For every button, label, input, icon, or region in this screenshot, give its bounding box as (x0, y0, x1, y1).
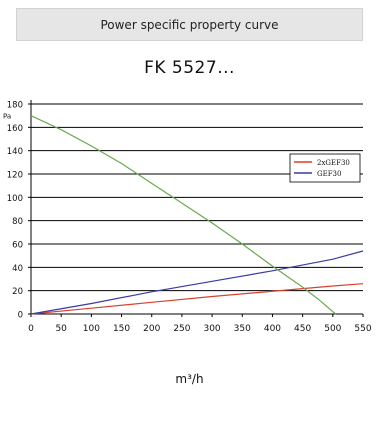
x-axis-label-text: m³/h (175, 372, 204, 386)
series-line-2xgef30 (30, 283, 364, 315)
y-tick-label: 0 (18, 311, 23, 321)
x-tick-label: 400 (264, 324, 281, 334)
y-tick-label: 80 (12, 217, 23, 227)
x-tick-label: 250 (173, 324, 190, 334)
x-tick-label: 0 (28, 324, 34, 334)
y-tick-label: 140 (7, 147, 23, 157)
legend-label: GEF30 (317, 170, 341, 178)
y-tick-label: 20 (12, 287, 23, 297)
series-line-gef30 (30, 250, 364, 315)
y-tick-label: 60 (12, 241, 23, 251)
header-bar: Power specific property curve (16, 8, 363, 41)
y-tick-label: 100 (7, 194, 23, 204)
x-tick-label: 100 (83, 324, 100, 334)
y-tick-label: 120 (7, 171, 23, 181)
x-tick-label: 500 (324, 324, 341, 334)
header-title: Power specific property curve (100, 17, 279, 32)
y-axis-label: Pa (3, 113, 11, 121)
y-tick-label: 180 (7, 101, 23, 111)
series-line-curve-2 (30, 115, 337, 315)
chart-title: FK 5527... (144, 58, 235, 78)
x-axis-label: m³/h (0, 372, 379, 386)
y-tick-label: 40 (12, 264, 23, 274)
legend-label: 2xGEF30 (317, 159, 350, 167)
x-tick-label: 200 (143, 324, 160, 334)
x-tick-label: 450 (294, 324, 311, 334)
x-tick-label: 350 (234, 324, 251, 334)
y-tick-label: 160 (7, 124, 23, 134)
x-tick-label: 50 (55, 324, 67, 334)
x-tick-label: 300 (203, 324, 220, 334)
legend-box (289, 153, 361, 183)
x-tick-label: 550 (354, 324, 371, 334)
x-tick-label: 150 (113, 324, 130, 334)
